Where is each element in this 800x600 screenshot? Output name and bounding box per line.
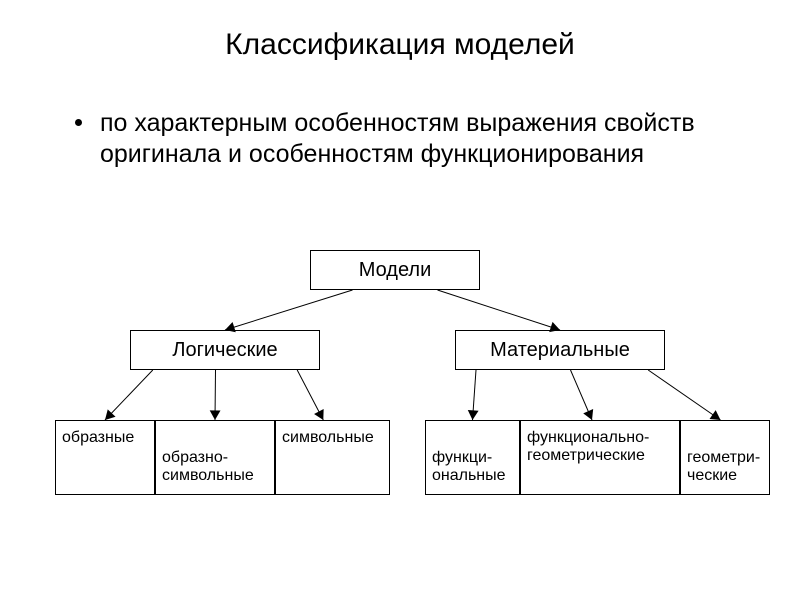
tree-leaf-geometricheskie: геометри-ческие	[680, 420, 770, 495]
tree-root-label: Модели	[359, 259, 432, 282]
tree-connectors	[0, 0, 800, 600]
tree-root-node: Модели	[310, 250, 480, 290]
slide-title-text: Классификация моделей	[225, 28, 575, 61]
bullet-dot-icon	[75, 119, 82, 126]
tree-right-node: Материальные	[455, 330, 665, 370]
tree-leaf-simvolnye: символьные	[275, 420, 390, 495]
tree-leaf-label: образно-символьные	[162, 449, 274, 485]
bullet-text: по характерным особенностям выражения св…	[100, 108, 700, 171]
tree-leaf-funktsionalno-geometricheskie: функционально-геометрические	[520, 420, 680, 495]
tree-leaf-obrazno-simvolnye: образно-символьные	[155, 420, 275, 495]
tree-leaf-label: образные	[62, 429, 134, 447]
tree-right-label: Материальные	[490, 339, 630, 362]
tree-leaf-obraznye: образные	[55, 420, 155, 495]
bullet-block: по характерным особенностям выражения св…	[100, 108, 700, 171]
tree-leaf-label: функционально-геометрические	[527, 429, 679, 465]
tree-left-label: Логические	[172, 339, 277, 362]
tree-leaf-label: геометри-ческие	[687, 449, 769, 485]
tree-leaf-funktsionalnye: функци-ональные	[425, 420, 520, 495]
tree-leaf-label: функци-ональные	[432, 449, 519, 485]
tree-left-node: Логические	[130, 330, 320, 370]
slide-title: Классификация моделей	[0, 28, 800, 62]
tree-leaf-label: символьные	[282, 429, 374, 447]
